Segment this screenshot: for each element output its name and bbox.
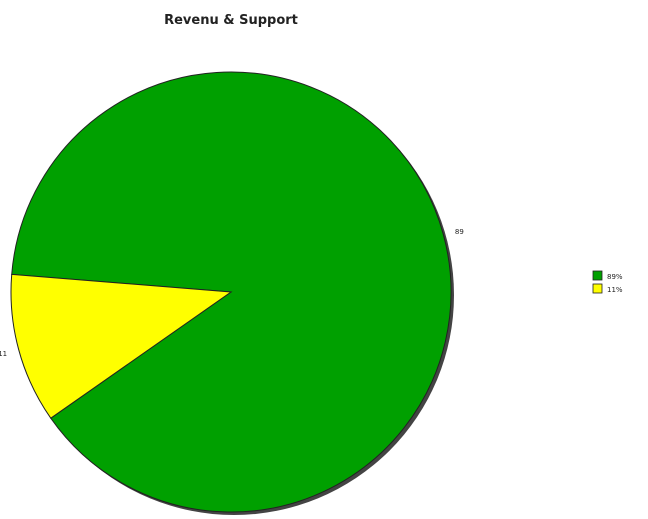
slice-data-label-0: 89 <box>455 228 464 236</box>
legend: 89% 11% <box>592 270 623 294</box>
legend-label-0: 89% <box>607 273 623 281</box>
legend-swatch-1 <box>592 283 603 294</box>
slice-labels: 89 11 <box>0 228 464 358</box>
chart-title: Revenu & Support <box>164 13 298 28</box>
legend-swatch-0 <box>592 270 603 281</box>
pie-slices <box>10 71 452 513</box>
slice-data-label-1: 11 <box>0 350 7 358</box>
pie-slice-1 <box>10 273 233 419</box>
legend-label-1: 11% <box>607 286 623 294</box>
